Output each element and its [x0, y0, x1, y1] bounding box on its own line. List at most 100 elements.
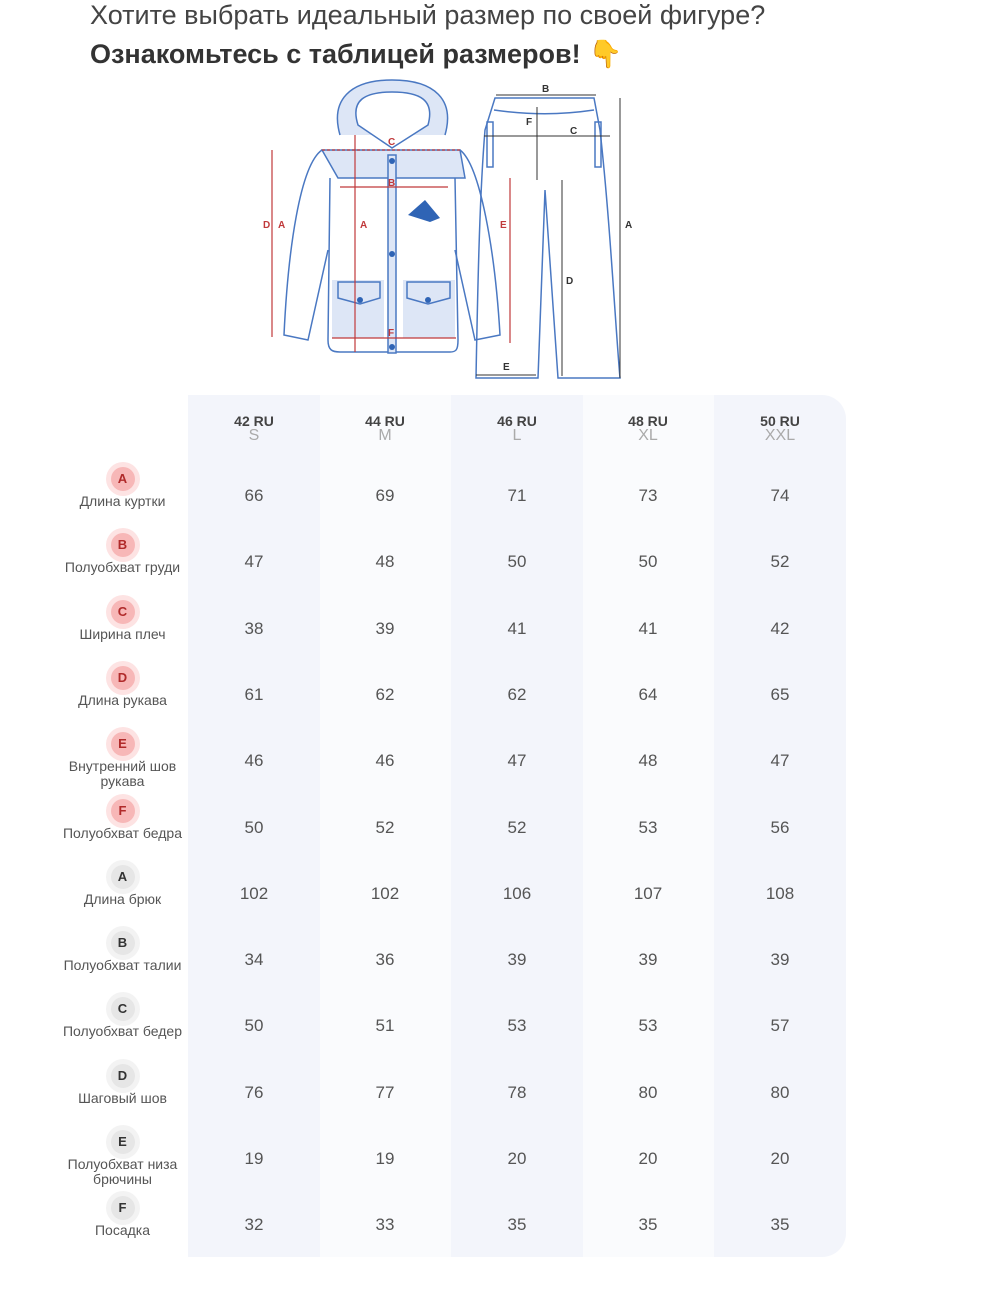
- intl-size: L: [512, 427, 522, 444]
- table-cell: 20: [507, 1149, 527, 1168]
- measurement-label: B Полуобхват груди: [60, 533, 185, 575]
- subheading-text: Ознакомьтесь с таблицей размеров!: [90, 39, 581, 69]
- table-cell: 66: [244, 486, 264, 505]
- svg-text:A: A: [360, 220, 367, 231]
- measurement-letter-badge: F: [110, 1196, 135, 1221]
- table-cell: 47: [507, 751, 527, 771]
- table-cell: 53: [507, 1016, 527, 1036]
- measurement-name: Полуобхват бедер: [62, 1023, 183, 1040]
- table-cell: 61: [244, 684, 264, 704]
- measurement-label: E Внутренний шов рукава: [60, 732, 185, 789]
- table-cell: 20: [770, 1149, 790, 1168]
- measurement-label: A Длина брюк: [60, 864, 185, 907]
- table-cell: 46: [244, 751, 264, 771]
- table-cell: 73: [638, 486, 658, 505]
- intl-size: XL: [638, 427, 658, 444]
- measurement-name: Полуобхват груди: [64, 559, 181, 576]
- measurement-letter-badge: B: [110, 931, 135, 956]
- svg-text:D: D: [263, 220, 270, 231]
- measurement-label: E Полуобхват низа брючины: [60, 1130, 185, 1187]
- table-cell: 50: [638, 552, 658, 572]
- table-cell: 47: [770, 751, 790, 771]
- table-cell: 34: [244, 950, 264, 970]
- svg-text:C: C: [570, 126, 577, 137]
- svg-text:E: E: [500, 220, 507, 231]
- table-cell: 62: [507, 684, 527, 704]
- table-cell: 39: [770, 950, 790, 970]
- measurement-label: C Полуобхват бедер: [60, 997, 185, 1039]
- page-subheading: Ознакомьтесь с таблицей размеров! 👇: [90, 38, 622, 70]
- table-cell: 102: [370, 883, 400, 903]
- table-cell: 64: [638, 684, 658, 704]
- table-cell: 78: [507, 1082, 527, 1102]
- ru-size: 50 RU: [760, 413, 800, 429]
- table-cell: 53: [638, 817, 658, 837]
- table-cell: 74: [770, 486, 790, 505]
- measurement-letter-badge: C: [110, 599, 135, 624]
- table-cell: 48: [375, 552, 395, 572]
- table-cell: 39: [507, 950, 527, 970]
- table-cell: 106: [502, 883, 532, 903]
- pants-outline: [475, 97, 621, 379]
- ru-size: 44 RU: [365, 413, 405, 429]
- measurement-letter-badge: F: [110, 798, 135, 823]
- svg-text:E: E: [503, 362, 510, 373]
- table-cell: 77: [375, 1082, 395, 1102]
- size-diagram: A . AB C D EF BC AD EF: [263, 79, 632, 379]
- table-cell: 50: [244, 817, 264, 837]
- table-cell: 50: [507, 552, 527, 572]
- table-cell: 39: [638, 950, 658, 970]
- table-cell: 42: [770, 618, 790, 638]
- svg-text:B: B: [388, 178, 395, 189]
- measurement-letter-badge: E: [110, 732, 135, 757]
- brand-logo-icon: [408, 200, 440, 222]
- table-cell: 107: [633, 883, 663, 903]
- measurement-name: Полуобхват бедра: [62, 824, 183, 841]
- table-cell: 65: [770, 684, 790, 704]
- size-column: 50 RU XXL: [714, 395, 846, 1257]
- table-cell: 57: [770, 1016, 790, 1036]
- jacket-measure-lines: A . AB C D EF: [263, 135, 511, 352]
- measurement-label: D Шаговый шов: [60, 1063, 185, 1106]
- measurement-label: F Полуобхват бедра: [60, 798, 185, 841]
- measurement-label: F Посадка: [60, 1196, 185, 1238]
- intl-size: S: [248, 427, 260, 444]
- measurement-letter-badge: D: [110, 665, 135, 690]
- measurement-name: Внутренний шов рукава: [68, 758, 177, 790]
- measurement-label: B Полуобхват талии: [60, 931, 185, 973]
- size-column: 44 RU M: [319, 395, 451, 1257]
- table-cell: 108: [765, 883, 795, 903]
- table-cell: 41: [638, 618, 658, 638]
- table-cell: 20: [638, 1149, 658, 1168]
- svg-text:A: A: [278, 220, 285, 231]
- size-column: 46 RU L: [451, 395, 583, 1257]
- measurement-name: Длина брюк: [83, 890, 162, 907]
- measurement-label: C Ширина плеч: [60, 599, 185, 642]
- table-cell: 35: [770, 1215, 790, 1235]
- table-cell: 35: [507, 1215, 527, 1235]
- table-cell: 52: [770, 552, 790, 572]
- svg-text:F: F: [526, 117, 532, 128]
- measurement-name: Длина рукава: [78, 691, 167, 708]
- measurement-letter-badge: B: [110, 533, 135, 558]
- intl-size: XXL: [764, 427, 796, 444]
- svg-text:C: C: [388, 137, 395, 148]
- ru-size: 48 RU: [628, 413, 668, 429]
- size-header: 44 RU M: [319, 413, 451, 445]
- table-cell: 19: [244, 1149, 264, 1168]
- measurement-name: Длина куртки: [79, 493, 166, 509]
- table-cell: 47: [244, 552, 264, 572]
- measurement-letter-badge: C: [110, 997, 135, 1022]
- svg-text:D: D: [566, 276, 573, 287]
- table-cell: 48: [638, 751, 658, 771]
- size-header: 48 RU XL: [582, 413, 714, 445]
- table-cell: 53: [638, 1016, 658, 1036]
- page-heading: Хотите выбрать идеальный размер по своей…: [90, 0, 766, 30]
- measurement-name: Ширина плеч: [79, 625, 166, 642]
- table-cell: 80: [770, 1082, 790, 1102]
- table-cell: 62: [375, 684, 395, 704]
- table-cell: 76: [244, 1082, 264, 1102]
- measurement-letter-badge: E: [110, 1130, 135, 1154]
- size-column: 48 RU XL: [582, 395, 714, 1257]
- svg-text:B: B: [542, 84, 549, 95]
